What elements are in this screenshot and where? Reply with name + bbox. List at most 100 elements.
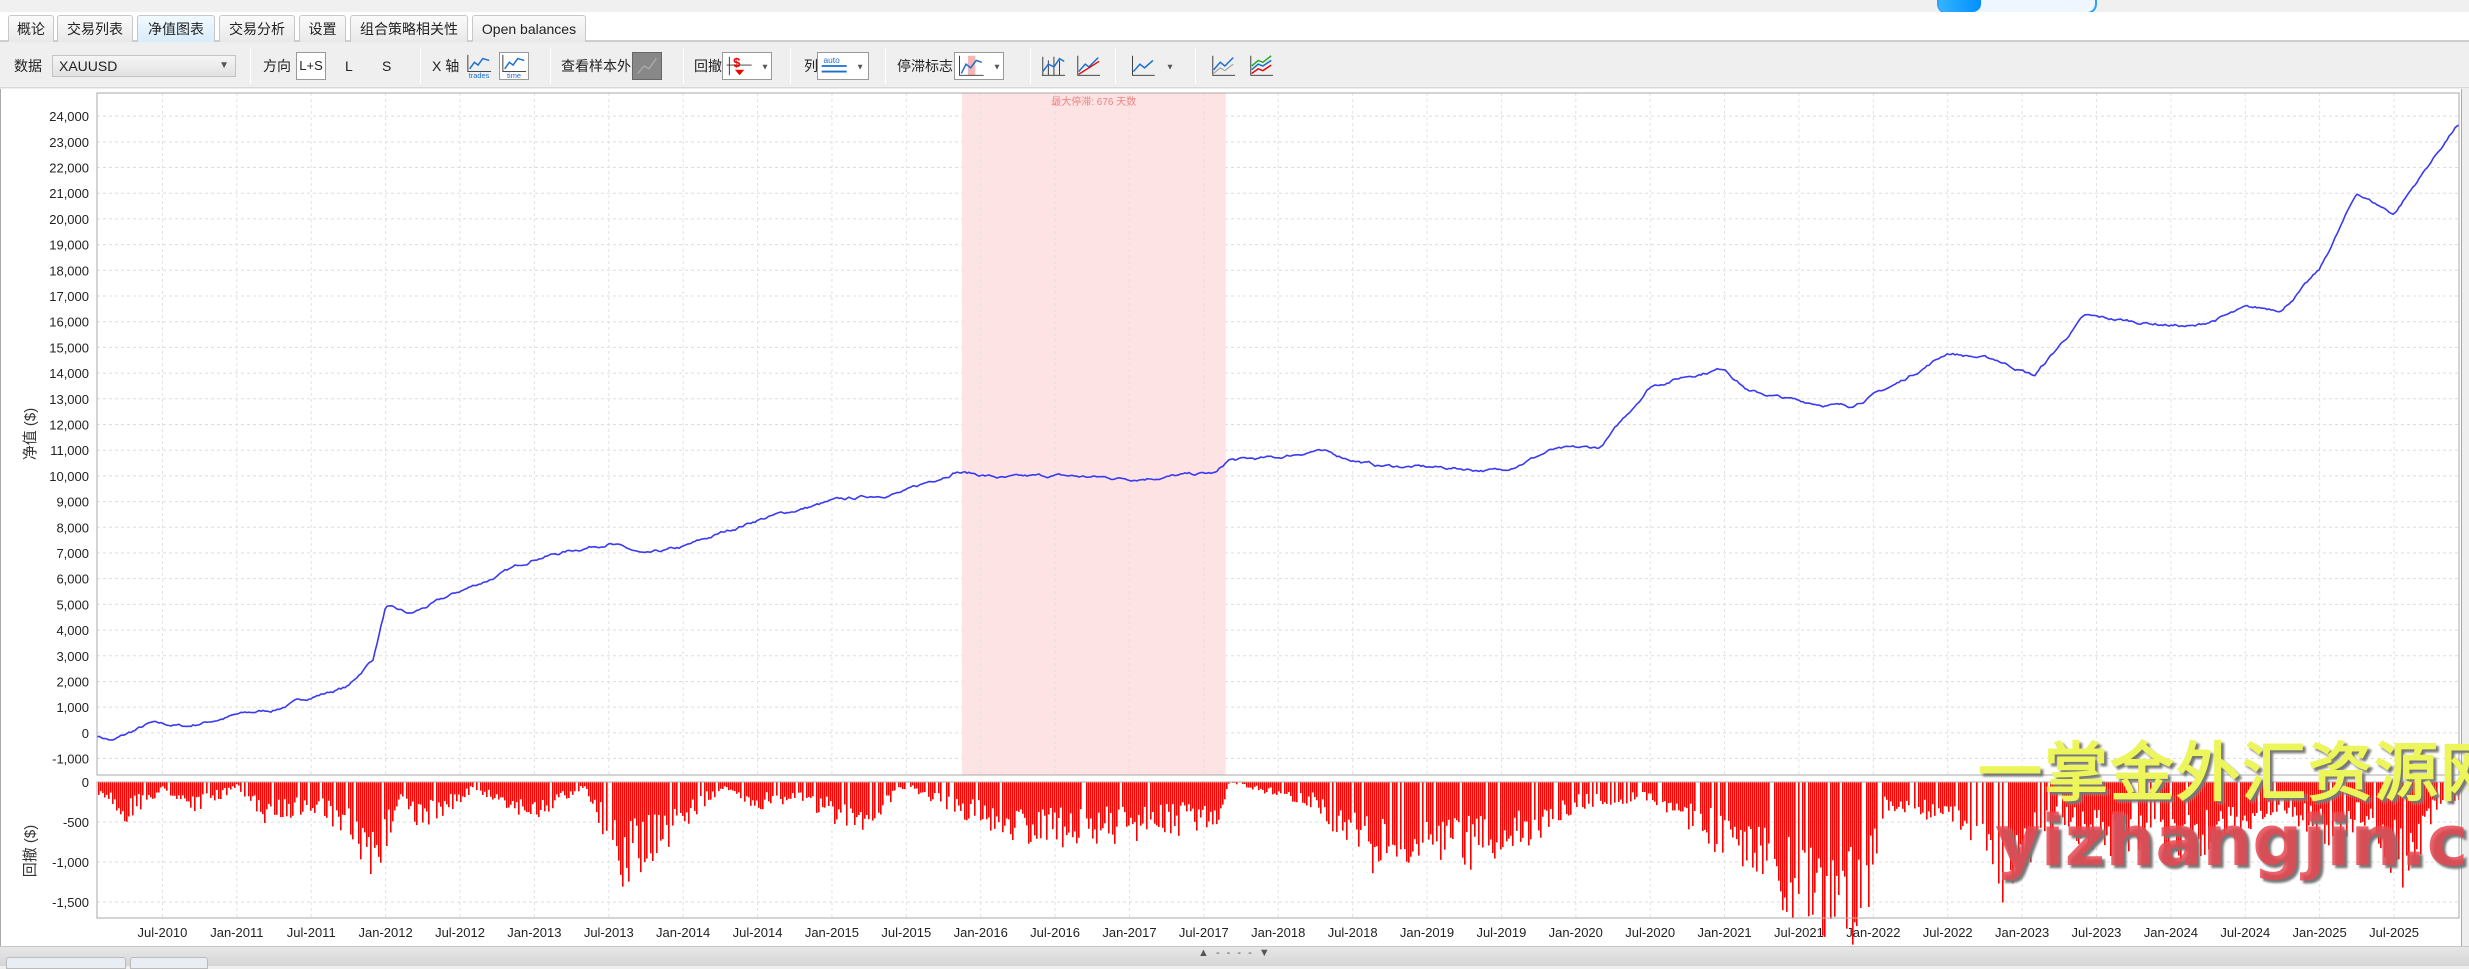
drawdown-bar [1642,782,1644,792]
equity-line-select[interactable]: ▼ [1127,52,1177,80]
equity-multi-icon [1247,53,1275,79]
drawdown-bar [148,782,150,795]
drawdown-bar [152,782,154,799]
drawdown-bar [1618,782,1620,802]
drawdown-bar [1646,782,1648,800]
drawdown-bar [1162,782,1164,828]
columns-select[interactable]: auto▼ [817,52,869,80]
drawdown-bar [882,782,884,805]
drawdown-y-axis-title: 回撤 ($) [22,825,39,878]
drawdown-bar [122,782,124,811]
y-tick-label: 3,000 [56,649,89,664]
floating-widget-handle[interactable] [1939,0,1981,12]
drawdown-bar [494,782,496,798]
drawdown-bar [1182,782,1184,802]
drawdown-bar [584,782,586,786]
drawdown-bar [724,782,726,786]
drawdown-bar [174,782,176,796]
drawdown-select[interactable]: $▼ [722,52,772,80]
drawdown-bar [1462,782,1464,858]
drawdown-bar [1060,782,1062,808]
drawdown-bar [1102,782,1104,828]
drawdown-bar [646,782,648,859]
drawdown-bar [534,782,536,802]
tab-trade-list[interactable]: 交易列表 [57,15,133,42]
drawdown-bar [1040,782,1042,838]
direction-s-button[interactable]: S [382,44,391,88]
tab-open-balances[interactable]: Open balances [472,15,586,42]
drawdown-bar [730,782,732,790]
drawdown-bar [868,782,870,819]
drawdown-bar [760,782,762,809]
drawdown-bar [1348,782,1350,820]
drawdown-bar [1950,782,1952,807]
tab-trade-analysis[interactable]: 交易分析 [219,15,295,42]
drawdown-bar [530,782,532,814]
x-tick-label: Jul-2023 [2072,925,2122,940]
drawdown-bar [956,782,958,799]
drawdown-bar [1206,782,1208,827]
drawdown-bar [1178,782,1180,836]
equity-compare-button[interactable] [1208,52,1238,80]
drawdown-bar [378,782,380,857]
direction-ls-button[interactable]: L+S [296,52,326,80]
drawdown-bar [220,782,222,799]
drawdown-bar [196,782,198,797]
drawdown-bar [1738,782,1740,845]
drawdown-bar [1126,782,1128,827]
x-tick-label: Jan-2017 [1102,925,1156,940]
drawdown-bar [1830,782,1832,919]
drawdown-bar [1602,782,1604,804]
equity-bars-button[interactable] [1038,52,1068,80]
direction-l-button[interactable]: L [345,44,353,88]
out-of-sample-toggle[interactable] [632,52,662,80]
drawdown-bar [234,782,236,788]
drawdown-bar [566,782,568,799]
data-symbol-select[interactable]: XAUUSD▼ [52,55,236,77]
stagnation-select[interactable]: ▼ [954,52,1004,80]
drawdown-bar [1564,782,1566,805]
bottom-tab-1[interactable] [6,957,126,969]
drawdown-bar [1214,782,1216,811]
drawdown-bar [570,782,572,791]
drawdown-bar [878,782,880,813]
drawdown-bar [388,782,390,810]
drawdown-bar [166,782,168,791]
tab-portfolio-correlation[interactable]: 组合策略相关性 [350,15,468,42]
drawdown-bar [1108,782,1110,833]
drawdown-bar [392,782,394,821]
tab-equity-chart[interactable]: 净值图表 [137,15,215,42]
drawdown-bar [1406,782,1408,862]
drawdown-bar [200,782,202,809]
x-tick-label: Jul-2018 [1328,925,1378,940]
drawdown-bar [696,782,698,814]
drawdown-bar [1250,782,1252,788]
xaxis-time-button[interactable]: time [499,52,529,80]
equity-red-line-button[interactable] [1073,52,1103,80]
drawdown-bar [522,782,524,806]
drawdown-bar [528,782,530,812]
divider [1195,48,1196,84]
drawdown-bar [248,782,250,796]
drawdown-bar [1404,782,1406,849]
out-of-sample-icon [633,53,661,79]
xaxis-trades-button[interactable]: trades [464,52,494,80]
drawdown-bar [962,782,964,803]
drawdown-bar [1354,782,1356,813]
drawdown-bar [288,782,290,804]
stagnation-flag-icon: ▼ [955,53,1003,79]
drawdown-bar [480,782,482,791]
drawdown-bar [128,782,130,817]
bottom-tab-2[interactable] [130,957,208,969]
drawdown-bar [794,782,796,798]
drawdown-bar [974,782,976,816]
drawdown-bar [1750,782,1752,829]
drawdown-bar [454,782,456,794]
tab-overview[interactable]: 概论 [8,15,54,42]
y-tick-label: 5,000 [56,597,89,612]
tab-settings[interactable]: 设置 [299,15,346,42]
splitter-handle[interactable]: ▲ - - - - ▼ [1198,947,1272,959]
equity-multi-button[interactable] [1246,52,1276,80]
drawdown-bar [602,782,604,834]
drawdown-bar [822,782,824,807]
